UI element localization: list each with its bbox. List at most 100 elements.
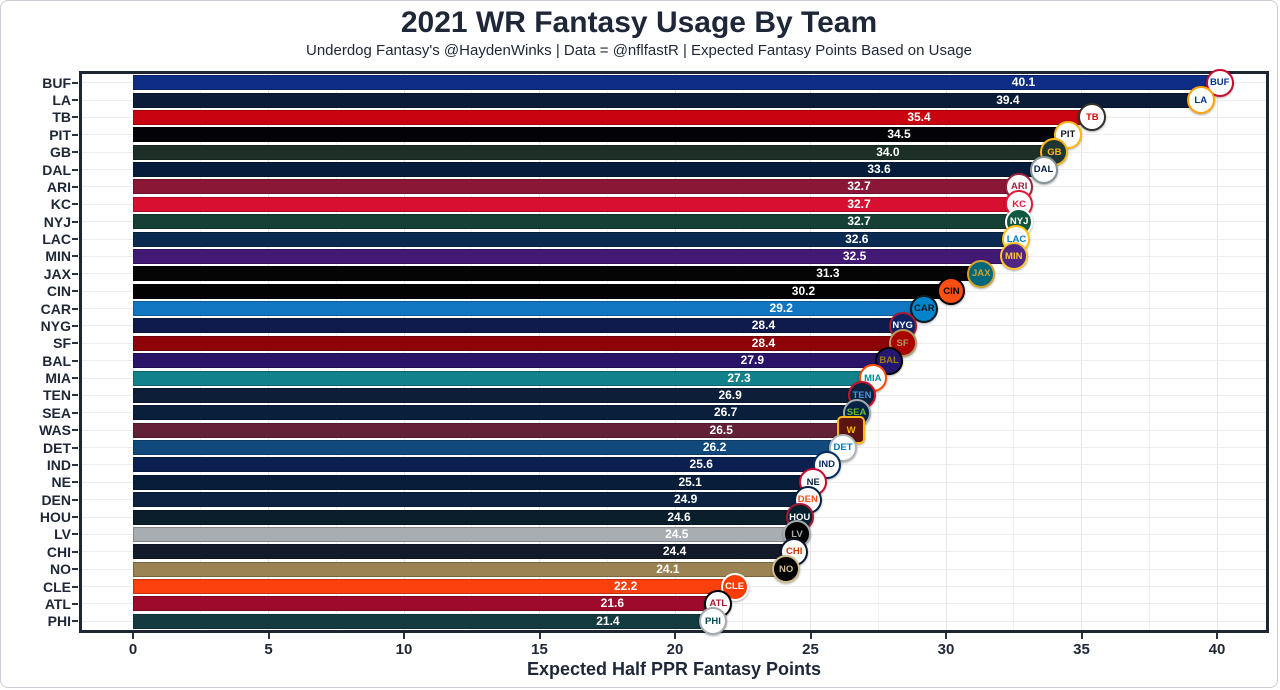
x-tick-mark	[267, 633, 270, 639]
y-tick-label: BUF	[42, 74, 71, 91]
bar-row: 26.2 DET	[82, 433, 1266, 462]
team-bar: 24.1	[133, 561, 787, 577]
y-tick-label: DEN	[41, 491, 71, 508]
y-tick-mark	[72, 99, 78, 102]
bar-row: 24.9 DEN	[82, 485, 1266, 514]
gridline-minor	[200, 74, 202, 630]
y-tick-mark	[72, 255, 78, 258]
x-tick-label: 40	[1208, 641, 1226, 658]
team-logo: TB	[1078, 103, 1107, 132]
y-tick-label: ATL	[44, 595, 71, 612]
y-tick-label: DET	[43, 439, 71, 456]
plot-panel: 40.1 BUF 39.4 LA 35.4 TB 34.5 PIT 34.0 GB 33.6 DAL 3…	[79, 68, 1269, 636]
bar-value-label: 24.5	[665, 526, 689, 541]
team-logo: LA	[1186, 86, 1215, 115]
y-tick-mark	[72, 151, 78, 154]
team-bar: 29.2	[133, 301, 925, 317]
gridline-major	[945, 74, 947, 630]
team-bar: 34.5	[133, 127, 1068, 143]
team-bar: 26.9	[133, 387, 862, 403]
team-bar: 34.0	[133, 144, 1055, 160]
bar-row: 33.6 DAL	[82, 155, 1266, 184]
x-tick-mark	[403, 633, 405, 639]
y-tick-mark	[72, 168, 78, 171]
bar-row: 22.2 CLE	[82, 572, 1266, 601]
team-bar: 24.9	[133, 492, 808, 508]
y-tick-mark	[72, 602, 78, 605]
team-bar: 32.7	[133, 196, 1020, 212]
y-tick-mark	[72, 463, 78, 466]
team-bar: 24.4	[133, 544, 795, 560]
bar-value-label: 27.9	[740, 353, 765, 368]
bar-row: 26.7 SEA	[82, 398, 1266, 427]
y-tick-mark	[72, 516, 78, 519]
bar-value-label: 32.6	[845, 231, 869, 246]
gridline-minor	[1013, 74, 1015, 630]
bar-value-label: 31.3	[816, 266, 840, 281]
bar-row: 39.4 LA	[82, 86, 1266, 115]
y-tick-mark	[72, 550, 78, 553]
y-tick-mark	[72, 481, 78, 484]
gridline-minor	[335, 74, 337, 630]
y-tick-label: CHI	[46, 543, 71, 560]
y-tick-label: PHI	[47, 613, 71, 630]
bar-value-label: 32.7	[847, 179, 871, 194]
bar-value-label: 24.1	[656, 561, 680, 576]
gridline-major	[268, 74, 269, 630]
bar-value-label: 30.2	[791, 283, 816, 298]
bar-row: 32.5 MIN	[82, 242, 1266, 271]
y-tick-label: WAS	[39, 422, 71, 439]
y-tick-mark	[72, 203, 78, 206]
y-tick-mark	[72, 377, 78, 380]
bar-value-label: 24.6	[667, 509, 691, 524]
y-tick-label: KC	[50, 196, 71, 213]
team-bar: 33.6	[133, 162, 1044, 178]
team-bar: 32.5	[133, 248, 1014, 264]
bar-value-label: 32.7	[847, 214, 871, 229]
y-tick-label: GB	[50, 144, 71, 161]
team-bar: 32.6	[133, 231, 1017, 247]
team-bar: 24.6	[133, 509, 800, 525]
bar-row: 21.4 PHI	[82, 607, 1266, 636]
bar-value-label: 32.5	[842, 248, 867, 263]
bar-row: 27.9 BAL	[82, 346, 1266, 375]
team-logo: NO	[772, 555, 801, 584]
bar-value-label: 26.9	[718, 387, 742, 402]
y-tick-label: NYG	[40, 317, 71, 334]
y-tick-label: IND	[46, 456, 71, 473]
y-tick-mark	[72, 133, 78, 136]
gridline-major	[132, 74, 134, 630]
x-tick-label: 20	[666, 641, 684, 658]
y-tick-label: CIN	[46, 283, 71, 300]
y-tick-label: ARI	[46, 178, 71, 195]
bar-row: 40.1 BUF	[82, 68, 1266, 97]
y-tick-mark	[72, 411, 78, 414]
gridline-minor	[606, 74, 608, 630]
y-tick-mark	[72, 220, 78, 223]
gridline-major	[403, 74, 405, 630]
x-tick-mark	[945, 633, 947, 639]
y-tick-label: LA	[52, 92, 71, 109]
team-bar: 31.3	[133, 266, 982, 282]
bar-row: 30.2 CIN	[82, 277, 1266, 306]
team-bar: 26.5	[133, 422, 852, 438]
x-tick-mark	[1080, 633, 1083, 639]
team-bar: 28.4	[133, 318, 903, 334]
bar-row: 25.1 NE	[82, 468, 1266, 497]
team-bar: 32.7	[133, 214, 1020, 230]
y-tick-mark	[72, 585, 78, 588]
y-tick-mark	[72, 272, 78, 275]
x-tick-label: 35	[1073, 641, 1090, 658]
y-tick-mark	[72, 81, 78, 84]
bar-value-label: 34.0	[876, 144, 900, 159]
bar-value-label: 26.2	[702, 440, 727, 455]
bar-value-label: 40.1	[1011, 75, 1036, 90]
y-tick-label: SF	[53, 335, 71, 352]
bar-value-label: 39.4	[996, 92, 1020, 107]
team-bar: 25.1	[133, 474, 814, 490]
team-bar: 39.4	[133, 92, 1201, 108]
y-tick-mark	[72, 394, 78, 397]
bar-row: 24.1 NO	[82, 555, 1266, 584]
team-bar: 30.2	[133, 283, 952, 299]
